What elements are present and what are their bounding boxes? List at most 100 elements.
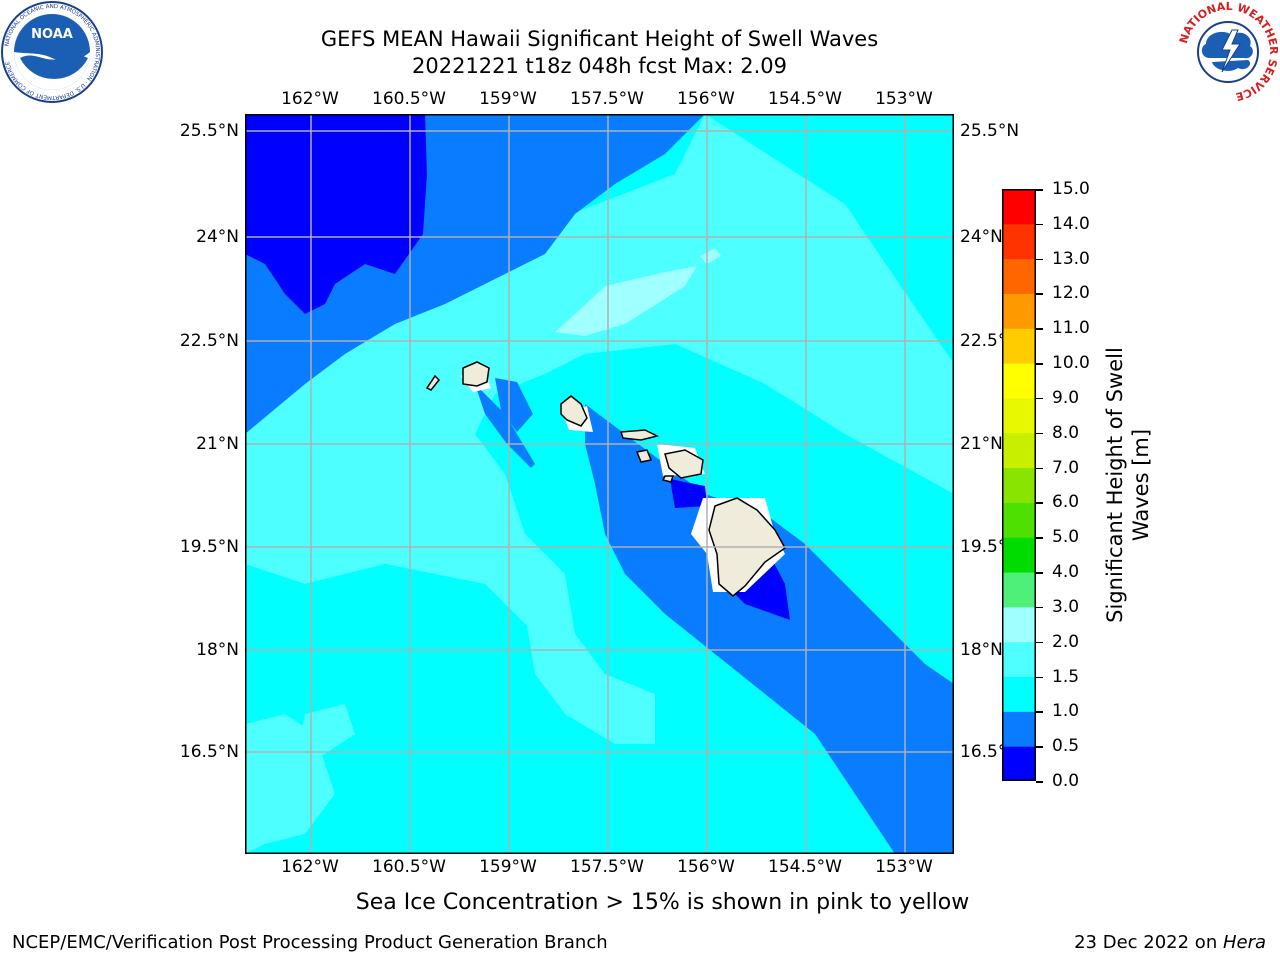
colorbar-segment-9 <box>1002 432 1036 469</box>
colorbar-tickmark-15 <box>1036 711 1043 713</box>
lon-tick-top-5: 154.5°W <box>768 89 842 109</box>
field-1.5-2.0-south-c <box>525 614 655 744</box>
lon-tick-bottom-6: 153°W <box>875 857 933 877</box>
sea-ice-note: Sea Ice Concentration > 15% is shown in … <box>355 890 970 915</box>
colorbar-tick-15: 1.0 <box>1052 701 1080 722</box>
lat-tick-left-6: 16.5°N <box>179 742 239 762</box>
colorbar-tick-3: 12.0 <box>1052 283 1090 304</box>
lat-tick-left-1: 24°N <box>196 227 239 247</box>
lon-tick-top-2: 159°W <box>479 89 537 109</box>
footer-date: 23 Dec 2022 on Hera <box>1074 932 1266 953</box>
lon-tick-bottom-0: 162°W <box>281 857 339 877</box>
colorbar-tickmark-13 <box>1036 641 1043 644</box>
lat-tick-left-4: 19.5°N <box>179 537 239 557</box>
colorbar-segment-4 <box>1002 606 1036 643</box>
field-2.0-3.0-patch-b <box>700 248 721 264</box>
colorbar-segment-1 <box>1002 711 1036 747</box>
lon-tick-bottom-1: 160.5°W <box>372 857 446 877</box>
colorbar-tickmark-5 <box>1036 363 1043 365</box>
colorbar-tickmark-6 <box>1036 397 1043 400</box>
lon-tick-top-3: 157.5°W <box>570 89 644 109</box>
colorbar-tick-9: 6.0 <box>1052 492 1080 513</box>
lat-tick-right-0: 25.5°N <box>960 121 1020 141</box>
map-subtitle: 20221221 t18z 048h fcst Max: 2.09 <box>412 54 787 78</box>
lat-tick-left-3: 21°N <box>196 434 239 454</box>
colorbar-segment-13 <box>1002 293 1036 329</box>
islands <box>425 361 786 597</box>
lat-tick-left-2: 22.5°N <box>179 331 239 351</box>
field-0.0-0.5-maui-lee <box>670 479 707 508</box>
lat-tick-right-3: 21°N <box>960 434 1003 454</box>
colorbar-title: Significant Height of Swell Waves [m] <box>1103 347 1153 623</box>
colorbar-tick-13: 2.0 <box>1052 631 1080 652</box>
colorbar-tickmark-2 <box>1036 258 1043 261</box>
island-molokai <box>619 429 660 441</box>
colorbar-segment-15 <box>1002 223 1036 260</box>
colorbar-tickmark-3 <box>1036 293 1043 295</box>
colorbar-tickmark-1 <box>1036 223 1043 226</box>
lat-tick-left-5: 18°N <box>196 640 239 660</box>
colorbar-segment-14 <box>1002 258 1036 294</box>
island-maui <box>664 449 704 479</box>
colorbar-segment-0 <box>1002 746 1036 781</box>
colorbar-segment-2 <box>1002 676 1036 712</box>
colorbar-tick-2: 13.0 <box>1052 248 1090 269</box>
colorbar-tickmark-14 <box>1036 676 1043 679</box>
colorbar-tick-12: 3.0 <box>1052 596 1080 617</box>
island-niihau <box>425 374 441 391</box>
colorbar-tickmark-17 <box>1036 781 1043 783</box>
lon-tick-top-1: 160.5°W <box>372 89 446 109</box>
nws-logo: NATIONAL WEATHER SERVICE <box>1177 0 1280 103</box>
lat-tick-right-1: 24°N <box>960 227 1003 247</box>
graticule <box>245 114 954 854</box>
footer-machine: Hera <box>1222 932 1266 953</box>
colorbar-tick-5: 10.0 <box>1052 353 1090 374</box>
field-0.0-0.5-kauai-lee <box>495 378 533 432</box>
colorbar-segment-11 <box>1002 363 1036 399</box>
coastal-mask <box>460 368 785 592</box>
colorbar-tick-16: 0.5 <box>1052 736 1080 757</box>
colorbar-tick-6: 9.0 <box>1052 387 1080 408</box>
noaa-logo: NATIONAL OCEANIC AND ATMOSPHERIC ADMINIS… <box>1 1 103 103</box>
map-frame <box>245 114 954 854</box>
colorbar-tick-1: 14.0 <box>1052 213 1090 234</box>
lat-tick-right-5: 18°N <box>960 640 1003 660</box>
colorbar <box>1002 189 1036 781</box>
map-title: GEFS MEAN Hawaii Significant Height of S… <box>320 27 879 51</box>
colorbar-segment-3 <box>1002 641 1036 678</box>
colorbar-segment-5 <box>1002 572 1036 608</box>
island-oahu <box>560 395 588 427</box>
swell-height-map <box>245 114 954 854</box>
colorbar-tickmark-11 <box>1036 572 1043 574</box>
field-1.5-2.0-south-b <box>295 704 355 764</box>
colorbar-tick-10: 5.0 <box>1052 527 1080 548</box>
island-kahoolawe <box>661 475 675 483</box>
lon-tick-top-4: 156°W <box>677 89 735 109</box>
colorbar-segment-7 <box>1002 502 1036 538</box>
colorbar-tickmark-9 <box>1036 502 1043 504</box>
lon-tick-top-6: 153°W <box>875 89 933 109</box>
colorbar-tick-14: 1.5 <box>1052 666 1080 687</box>
colorbar-tick-4: 11.0 <box>1052 318 1090 339</box>
colorbar-segment-10 <box>1002 397 1036 434</box>
colorbar-tickmark-12 <box>1036 606 1043 609</box>
colorbar-tickmark-4 <box>1036 328 1043 330</box>
field-2.0-3.0-patch-a <box>555 266 697 336</box>
colorbar-tickmark-7 <box>1036 432 1043 435</box>
colorbar-tick-11: 4.0 <box>1052 562 1080 583</box>
lon-tick-bottom-2: 159°W <box>479 857 537 877</box>
colorbar-tickmark-10 <box>1036 537 1043 539</box>
footer-producer: NCEP/EMC/Verification Post Processing Pr… <box>12 932 608 953</box>
colorbar-segment-6 <box>1002 537 1036 573</box>
island-kauai <box>462 361 490 387</box>
colorbar-tick-8: 7.0 <box>1052 457 1080 478</box>
lon-tick-top-0: 162°W <box>281 89 339 109</box>
field-0.5-1.0-channel <box>475 384 954 854</box>
lon-tick-bottom-4: 156°W <box>677 857 735 877</box>
colorbar-segment-16 <box>1002 189 1036 225</box>
island-lanai <box>635 449 653 463</box>
lon-tick-bottom-5: 154.5°W <box>768 857 842 877</box>
colorbar-tick-7: 8.0 <box>1052 422 1080 443</box>
colorbar-segment-8 <box>1002 467 1036 503</box>
lon-tick-bottom-3: 157.5°W <box>570 857 644 877</box>
